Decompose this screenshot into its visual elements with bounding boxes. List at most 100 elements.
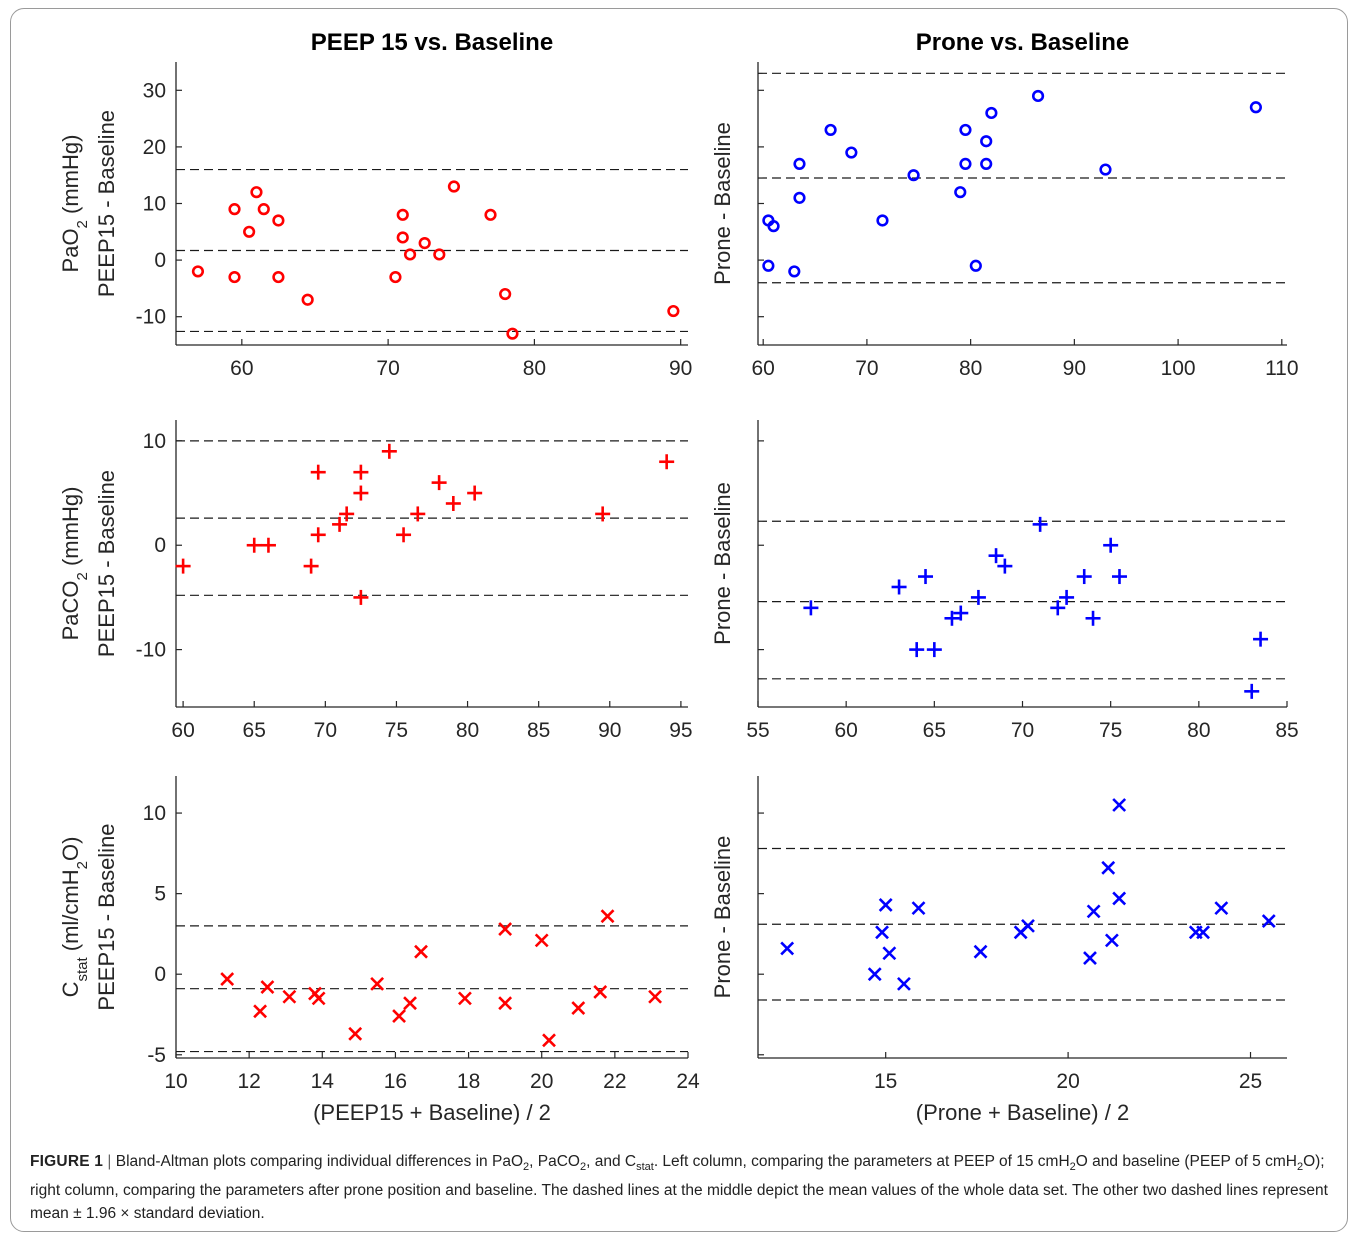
data-point-x (780, 941, 795, 956)
data-point-plus (310, 464, 326, 480)
data-point-x (897, 976, 911, 991)
x-axis-label: (PEEP15 + Baseline) / 2 (313, 1100, 551, 1125)
data-point-circle (985, 106, 998, 120)
x-tick-label: 60 (171, 719, 194, 742)
data-point-x (282, 989, 297, 1004)
data-point-x (875, 925, 889, 940)
data-point-x (911, 901, 926, 916)
data-point-x (220, 972, 235, 986)
caption-text: Bland-Altman plots comparing individual … (30, 1153, 1328, 1223)
data-point-circle (793, 157, 806, 170)
data-point-x (348, 1026, 363, 1041)
data-point-x (973, 944, 988, 959)
data-point-plus (803, 600, 819, 616)
data-point-circle (876, 214, 889, 227)
y-tick-label: 5 (154, 883, 166, 906)
y-axis-label: Prone - Baseline (710, 482, 735, 645)
data-point-plus (431, 475, 447, 491)
data-point-x (1101, 860, 1116, 875)
x-tick-label: 10 (164, 1070, 187, 1093)
data-point-circle (793, 191, 806, 204)
data-point-circle (788, 265, 801, 278)
plot-p2: 60 70 80 90 100 110 Prone vs. Baseline Prone - … (710, 29, 1299, 380)
data-point-plus (410, 506, 426, 522)
data-point-circle (191, 265, 205, 278)
y-tick-label: 10 (143, 193, 166, 216)
x-tick-label: 90 (669, 357, 692, 380)
data-point-plus (1103, 537, 1119, 553)
data-point-circle (845, 146, 858, 159)
data-point-plus (659, 454, 675, 470)
y-axis-label-quantity: PaO2 (mmHg) (58, 135, 91, 273)
data-point-circle (959, 157, 972, 170)
caption-separator: | (107, 1153, 112, 1170)
plot-p3: 60 65 70 75 80 85 90 95 -10 0 10 PaCO2 (mmHg) PEEP15… (58, 420, 693, 742)
bland-altman-figure: 60 70 80 90 -10 0 10 20 30 PEEP 15 vs. Baseline Pa… (58, 29, 1299, 1125)
data-point-circle (506, 327, 519, 340)
plot-p4: 55 60 65 70 75 80 85 Prone - Baseline (710, 420, 1299, 742)
data-point-circle (228, 203, 241, 216)
data-point-x (593, 985, 608, 999)
data-point-circle (418, 237, 431, 250)
x-tick-label: 14 (311, 1070, 335, 1093)
figure-frame (10, 8, 1348, 1232)
data-point-plus (353, 589, 369, 605)
data-point-circle (954, 186, 967, 199)
data-point-plus (260, 537, 276, 553)
x-tick-label: 90 (1063, 357, 1086, 380)
data-point-plus (1111, 569, 1127, 585)
data-point-x (414, 944, 428, 959)
data-point-circle (762, 259, 775, 272)
y-axis-label: PEEP15 - Baseline (94, 470, 119, 657)
data-point-x (542, 1033, 556, 1048)
data-point-plus (595, 506, 611, 522)
x-tick-label: 95 (669, 719, 692, 742)
data-point-circle (396, 231, 409, 244)
y-axis-label: Prone - Baseline (710, 122, 735, 285)
data-point-plus (353, 464, 369, 480)
data-point-x (867, 967, 882, 982)
data-point-plus (332, 516, 348, 532)
data-point-x (1021, 918, 1035, 933)
data-point-circle (389, 270, 402, 284)
y-tick-label: 0 (154, 963, 166, 986)
chart-title: PEEP 15 vs. Baseline (311, 29, 553, 56)
data-point-x (571, 1001, 586, 1015)
y-tick-label: 10 (143, 430, 166, 453)
data-point-circle (767, 220, 780, 233)
data-point-plus (1059, 589, 1075, 605)
data-point-circle (499, 287, 512, 301)
y-axis-label-quantity: Cstat (ml/cmH2O) (58, 837, 91, 998)
data-point-x (1112, 798, 1127, 812)
data-point-plus (926, 642, 942, 658)
data-point-x (878, 897, 893, 912)
data-point-circle (433, 248, 446, 261)
data-point-x (1112, 891, 1127, 906)
data-point-x (1214, 901, 1229, 916)
x-tick-label: 80 (959, 357, 982, 380)
x-tick-label: 100 (1161, 357, 1196, 380)
data-point-plus (339, 506, 355, 522)
data-point-circle (272, 270, 285, 284)
x-tick-label: 110 (1265, 357, 1298, 380)
data-point-circle (980, 135, 993, 148)
data-point-circle (301, 293, 314, 306)
data-point-circle (1099, 163, 1112, 176)
data-point-plus (1032, 516, 1048, 532)
x-tick-label: 85 (527, 719, 550, 742)
data-point-plus (1050, 600, 1066, 616)
data-point-circle (396, 208, 409, 221)
data-point-plus (918, 569, 934, 585)
data-point-x (1086, 904, 1101, 919)
x-tick-label: 85 (1275, 719, 1298, 742)
y-tick-label: -5 (147, 1044, 166, 1067)
y-tick-label: 30 (143, 79, 166, 102)
data-point-x (1261, 914, 1276, 928)
data-point-x (260, 980, 275, 995)
data-point-plus (353, 485, 369, 501)
x-tick-label: 70 (1011, 719, 1034, 742)
x-tick-label: 16 (384, 1070, 407, 1093)
data-point-plus (1253, 631, 1269, 647)
x-tick-label: 12 (237, 1070, 260, 1093)
x-tick-label: 80 (456, 719, 479, 742)
